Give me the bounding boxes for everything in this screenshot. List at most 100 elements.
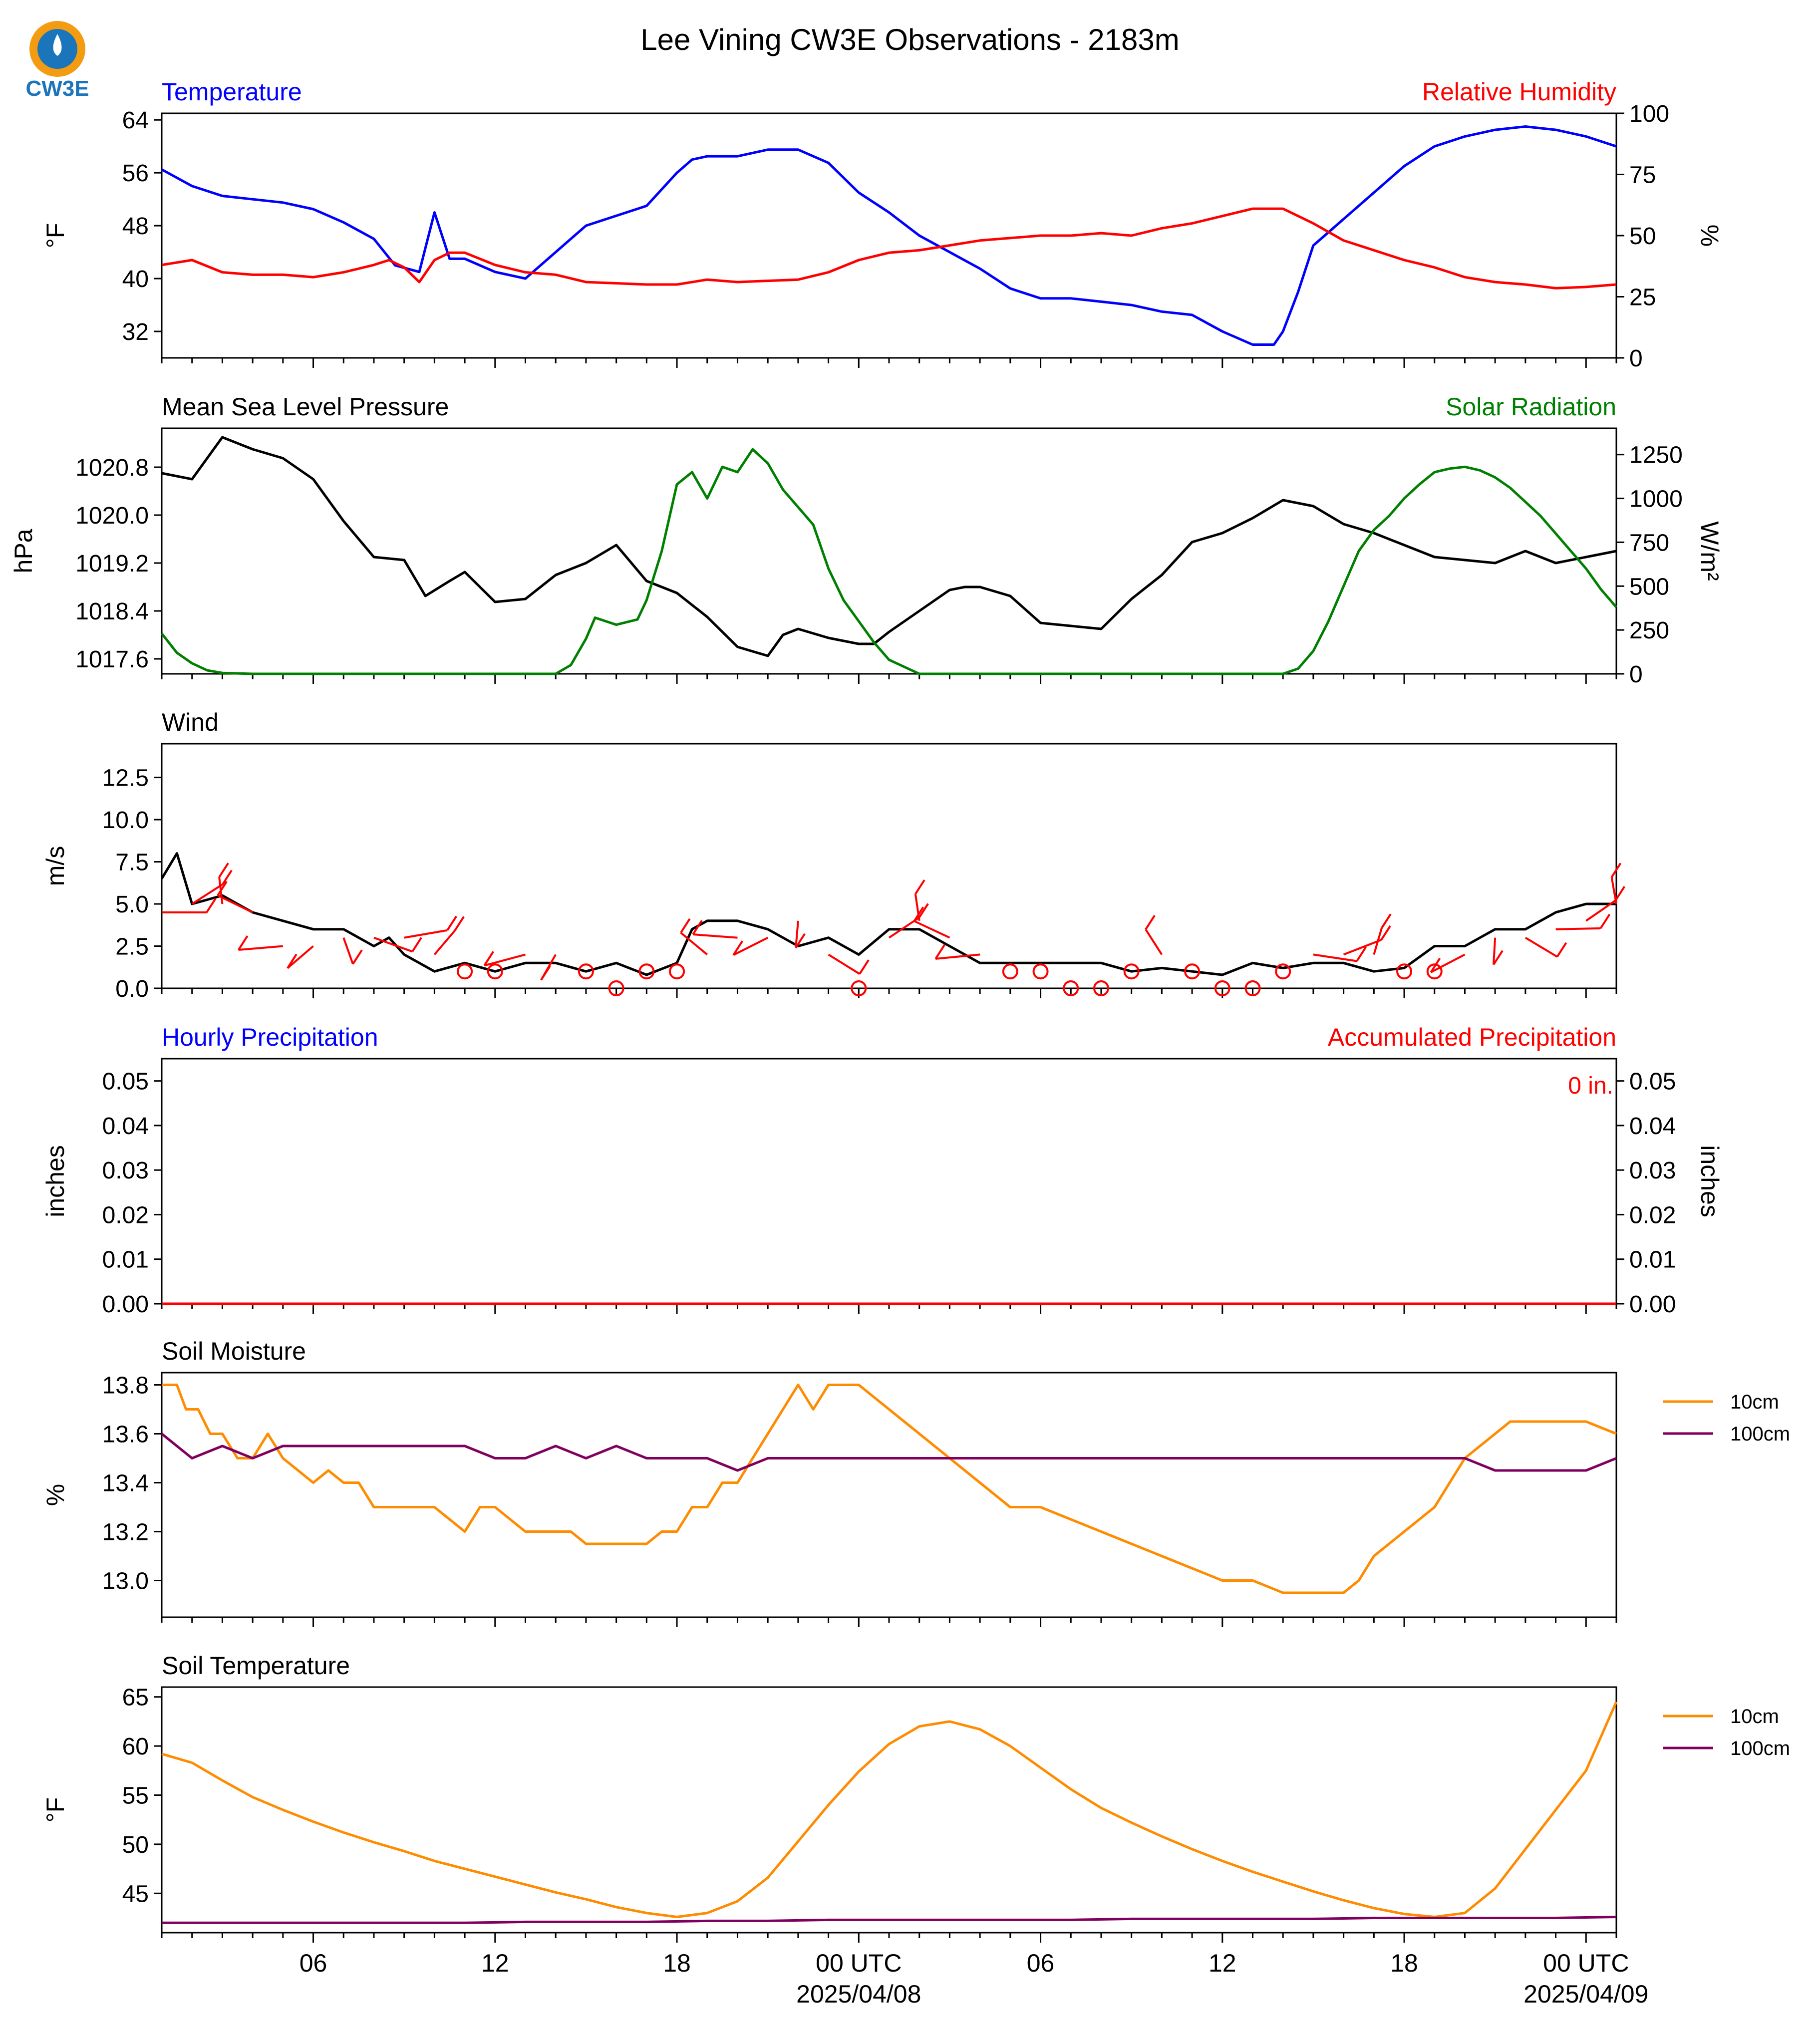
y-tick-label: 0.05: [102, 1069, 149, 1095]
y-tick-label: 0.04: [102, 1113, 149, 1140]
y-tick-label: 12.5: [102, 765, 149, 792]
wind-barb-flag: [454, 916, 465, 931]
precipitation-left-title: Hourly Precipitation: [162, 1023, 378, 1051]
calm-wind-circle: [1063, 980, 1079, 996]
y-tick-label: 65: [122, 1685, 149, 1711]
figure-title: Lee Vining CW3E Observations - 2183m: [640, 23, 1179, 56]
y-tick-label: 1020.8: [75, 455, 149, 481]
y-tick-label-right: 0: [1629, 661, 1643, 688]
wind-barb-flag: [1493, 950, 1504, 965]
soil_moisture-left-title: Soil Moisture: [162, 1337, 306, 1365]
y-tick-label: 56: [122, 160, 149, 187]
y-tick-label: 2.5: [115, 934, 149, 960]
wind-ylabel-left: m/s: [41, 846, 69, 886]
y-tick-label: 60: [122, 1734, 149, 1760]
y-tick-label-right: 0: [1629, 345, 1643, 372]
x-tick-label: 12: [481, 1949, 509, 1977]
wind-barb: [287, 945, 314, 969]
wind-barb-flag: [1380, 925, 1391, 941]
calm-wind-circle: [1214, 980, 1230, 996]
x-tick-label: 00 UTC: [1543, 1949, 1629, 1977]
10cm-line: [162, 1384, 1617, 1594]
x-tick-label: 06: [300, 1949, 327, 1977]
wind-barb-flag: [218, 863, 229, 878]
10cm-line: [161, 1701, 1618, 1918]
mean-sea-level-pressure-line: [161, 436, 1617, 657]
y-tick-label: 0.03: [102, 1158, 149, 1184]
temperature-line: [161, 125, 1617, 346]
wind-barb-flag: [222, 869, 233, 885]
wind-barb-flag: [540, 965, 551, 981]
calm-wind-circle: [1426, 963, 1443, 980]
soil_moisture-legend: 10cm 100cm: [1663, 1391, 1790, 1445]
wind-barbs: [162, 863, 1626, 996]
y-tick-label-right: 100: [1629, 101, 1669, 127]
wind-barb: [1145, 928, 1163, 955]
temperature_humidity-ylabel-left: °F: [41, 223, 69, 249]
y-tick-label: 13.8: [102, 1373, 149, 1399]
wind-barb-flag: [1356, 946, 1367, 962]
calm-wind-circle: [1244, 980, 1261, 996]
accumulated-precip-annotation: 0 in.: [1568, 1073, 1613, 1099]
y-tick-label-right: 50: [1629, 223, 1656, 250]
wind-barb: [1524, 936, 1558, 958]
y-tick-label: 13.6: [102, 1422, 149, 1448]
y-tick-label-right: 1250: [1629, 442, 1683, 469]
wind-left-title: Wind: [162, 708, 219, 736]
soil_temperature-ylabel-left: °F: [41, 1797, 69, 1823]
wind-barb: [1585, 899, 1616, 922]
wind-barb: [1373, 927, 1383, 955]
y-tick-label-right: 1000: [1629, 486, 1683, 513]
wind-barb-flag: [238, 935, 249, 951]
y-tick-label-right: 0.05: [1629, 1069, 1676, 1095]
wind-barb: [373, 936, 413, 953]
y-tick-label: 1017.6: [75, 646, 149, 673]
wind-barb-flag: [1614, 885, 1626, 901]
calm-wind-circle: [851, 980, 867, 996]
y-tick-label-right: 0.03: [1629, 1158, 1676, 1184]
wind-barb: [828, 953, 861, 975]
wind-barb-flag: [446, 915, 457, 931]
wind-barb: [1430, 953, 1466, 973]
cw3e-logo: CW3E: [25, 21, 89, 101]
y-tick-label: 5.0: [115, 891, 149, 918]
wind-barb: [795, 920, 799, 948]
relative-humidity-line: [161, 207, 1617, 290]
calm-wind-circle: [669, 963, 685, 980]
y-tick-label: 0.00: [102, 1291, 149, 1318]
calm-wind-circle: [1396, 963, 1413, 980]
y-tick-label: 32: [122, 319, 149, 345]
y-tick-label-right: 0.00: [1629, 1291, 1676, 1318]
x-tick-label: 06: [1027, 1949, 1055, 1977]
soil_temperature-legend: 10cm 100cm: [1663, 1706, 1790, 1759]
calm-wind-circle: [1093, 980, 1109, 996]
y-tick-label-right: 0.04: [1629, 1113, 1676, 1140]
y-tick-label-right: 500: [1629, 574, 1669, 600]
y-tick-label: 0.0: [115, 976, 149, 1002]
calm-wind-circle: [1032, 963, 1049, 980]
wind-barb: [404, 929, 448, 939]
wind-barb-flag: [913, 906, 924, 922]
wind-barb-flag: [206, 897, 217, 913]
wind-barb-flag: [352, 949, 363, 965]
soil_temperature-frame: [161, 1686, 1617, 1934]
wind-barb: [733, 936, 769, 956]
wind-barb-flag: [1381, 913, 1392, 929]
pressure_solar-frame: [161, 427, 1617, 675]
wind-barb-flag: [934, 944, 945, 959]
100cm-line: [162, 1916, 1617, 1924]
temperature_humidity-frame: [161, 112, 1617, 359]
temperature_humidity-ylabel-right: %: [1696, 225, 1724, 247]
precipitation-panel: Hourly Precipitation Accumulated Precipit…: [41, 1023, 1724, 1318]
y-tick-label: 40: [122, 266, 149, 292]
y-tick-label: 50: [122, 1832, 149, 1858]
calm-wind-circle: [487, 963, 503, 980]
pressure_solar-ylabel-left: hPa: [9, 529, 37, 573]
pressure_solar-panel: Mean Sea Level Pressure Solar Radiation 10…: [9, 393, 1724, 688]
wind-barb-flag: [859, 959, 870, 975]
x-tick-label: 18: [1390, 1949, 1418, 1977]
soil_moisture-ylabel-left: %: [41, 1484, 69, 1506]
wind-barb-flag: [1599, 913, 1611, 929]
pressure_solar-left-title: Mean Sea Level Pressure: [162, 393, 449, 421]
wind-panel: Wind 0.0 2.5 5.0 7.5 10.0 12.5 m/s: [41, 708, 1626, 1002]
